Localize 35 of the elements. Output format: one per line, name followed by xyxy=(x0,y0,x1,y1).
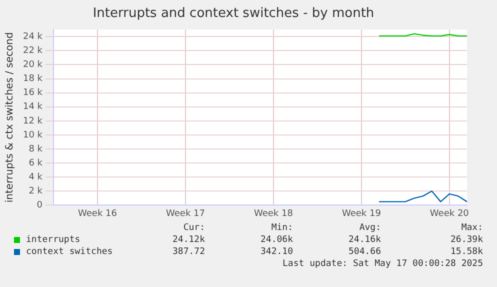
y-tick-label: 8 k xyxy=(28,144,44,154)
text: 24.16k xyxy=(347,234,381,246)
y-tick-label: 22 k xyxy=(22,46,44,56)
chart-title: Interrupts and context switches - by month xyxy=(92,6,374,22)
y-tick-label: 24 k xyxy=(22,32,44,42)
x-tick-label: Week 18 xyxy=(254,208,294,219)
text: Cur: xyxy=(182,222,205,234)
x-tick-label: Week 20 xyxy=(430,208,470,219)
y-tick-label: 4 k xyxy=(28,172,44,182)
text: 504.66 xyxy=(347,246,381,258)
y-tick-label: 16 k xyxy=(22,88,44,98)
y-tick-label: 0 xyxy=(36,200,43,211)
y-tick-label: 10 k xyxy=(22,130,44,140)
text: 387.72 xyxy=(171,246,205,258)
legend-label: interrupts xyxy=(26,234,82,246)
x-tick-label: Week 17 xyxy=(166,208,205,219)
text: Min: xyxy=(270,222,293,234)
text: Avg: xyxy=(358,222,381,234)
text: 24.06k xyxy=(259,234,293,246)
y-tick-label: 18 k xyxy=(22,74,44,84)
text: 24.12k xyxy=(171,234,205,246)
y-tick-label: 6 k xyxy=(28,158,44,168)
y-tick-label: 12 k xyxy=(22,116,44,126)
text: 342.10 xyxy=(259,246,293,258)
text: Max: xyxy=(460,222,483,234)
legend-label: context switches xyxy=(26,246,114,258)
x-tick-label: Week 16 xyxy=(78,208,118,219)
text: Last update: Sat May 17 00:00:28 2025 xyxy=(282,258,483,270)
y-axis-title: interrupts & ctx switches / second xyxy=(4,32,16,203)
y-tick-label: 2 k xyxy=(28,186,44,196)
text: 26.39k xyxy=(449,234,483,246)
text: 15.58k xyxy=(449,246,483,258)
y-tick-label: 20 k xyxy=(22,60,44,70)
y-tick-label: 14 k xyxy=(22,102,44,112)
x-tick-label: Week 19 xyxy=(342,208,382,219)
